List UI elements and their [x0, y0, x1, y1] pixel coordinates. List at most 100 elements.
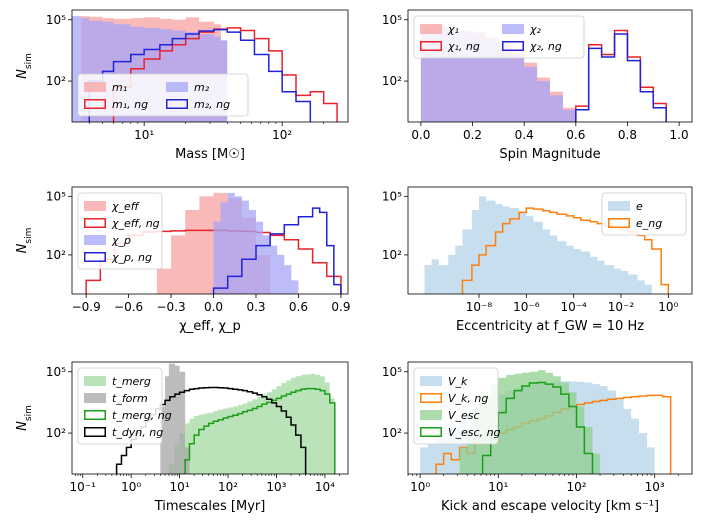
legend-label: χ_p, ng	[111, 251, 152, 264]
legend-label: m₁	[112, 81, 127, 94]
legend-swatch	[502, 24, 524, 34]
legend-swatch	[420, 24, 442, 34]
x-axis-label: Eccentricity at f_GW = 10 Hz	[456, 319, 644, 334]
y-tick-label: 10²	[46, 248, 66, 262]
x-tick-label: 10¹	[170, 480, 190, 494]
plot-area	[85, 192, 342, 294]
legend-label: χ_eff, ng	[111, 217, 160, 230]
x-axis-label: χ_eff, χ_p	[179, 319, 241, 334]
legend-label: V_esc, ng	[448, 426, 501, 439]
x-tick-label: 0.8	[618, 128, 637, 142]
legend-swatch	[420, 376, 442, 386]
series-timescales-0	[168, 373, 335, 474]
legend-swatch	[84, 218, 106, 228]
axes-frame	[407, 186, 693, 295]
x-tick-label: 10⁰	[121, 480, 141, 494]
x-tick-label: 0.2	[463, 128, 482, 142]
legend-swatch	[84, 201, 106, 211]
legend-swatch	[84, 99, 106, 109]
y-axis-label: Nsim	[15, 228, 34, 254]
x-axis-label: Mass [M☉]	[175, 147, 245, 162]
x-tick-label: 10⁴	[315, 480, 335, 494]
legend-swatch	[84, 82, 106, 92]
series-spin-3	[575, 33, 667, 122]
legend-swatch	[502, 41, 524, 51]
legend-swatch	[166, 82, 188, 92]
plot-area	[115, 363, 336, 474]
legend-label: m₁, ng	[112, 98, 148, 111]
y-tick-label: 10²	[46, 74, 66, 88]
x-tick-label: 10⁻⁶	[513, 300, 540, 314]
legend-swatch	[420, 410, 442, 420]
x-tick-label: 10⁻⁴	[560, 300, 587, 314]
legend: χ₁ χ₂ χ₁, ng χ₂, ng	[413, 15, 585, 59]
legend: χ_eff χ_eff, ng χ_p χ_p, ng	[77, 192, 163, 270]
legend-swatch	[84, 393, 106, 403]
chart-panel-kick: 10⁰ 10¹ 10² 10³ 10² 10⁵ Kick and escape veloci…	[382, 361, 693, 514]
legend-label: t_merg	[112, 375, 151, 388]
x-axis-label: Kick and escape velocity [km s⁻¹]	[441, 499, 659, 514]
axes-frame	[71, 186, 349, 295]
x-tick-label: −0.9	[72, 300, 101, 314]
legend-swatch	[84, 235, 106, 245]
legend-label: χ_eff	[111, 200, 140, 213]
x-tick-label: 10¹	[134, 128, 154, 142]
x-tick-label: 10²	[566, 480, 586, 494]
series-eccentricity-0	[424, 196, 652, 294]
y-axis-label: Nsim	[15, 53, 34, 79]
legend-swatch	[84, 427, 106, 437]
y-axis-label: Nsim	[15, 405, 34, 431]
series-chi-3	[212, 207, 342, 294]
legend: m₁ m₂ m₁, ng m₂, ng	[77, 73, 249, 117]
legend-label: χ_p	[111, 234, 131, 247]
legend-label: e	[636, 200, 643, 213]
series-mass-2	[112, 27, 338, 122]
x-tick-label: 0.6	[566, 128, 585, 142]
y-tick-label: 10⁵	[382, 365, 402, 379]
x-tick-label: 10⁻⁸	[466, 300, 493, 314]
legend-swatch	[420, 393, 442, 403]
x-tick-label: −0.6	[114, 300, 143, 314]
x-tick-label: 10³	[645, 480, 665, 494]
legend: e e_ng	[601, 192, 687, 236]
x-tick-label: 10²	[272, 128, 292, 142]
series-chi-2	[213, 192, 299, 294]
legend-label: χ₁, ng	[447, 40, 480, 53]
x-tick-label: 10²	[218, 480, 238, 494]
x-tick-label: 0.6	[289, 300, 308, 314]
x-axis-label: Timescales [Myr]	[154, 499, 266, 514]
y-tick-label: 10⁵	[46, 365, 66, 379]
x-tick-label: 10⁻²	[608, 300, 635, 314]
legend-label: t_form	[112, 392, 148, 405]
legend: V_k V_k, ng V_esc V_esc, ng	[413, 367, 501, 445]
legend-swatch	[608, 218, 630, 228]
legend-label: t_merg, ng	[112, 409, 172, 422]
x-tick-label: 10³	[266, 480, 286, 494]
x-tick-label: 0.4	[515, 128, 534, 142]
y-tick-label: 10²	[382, 248, 402, 262]
legend-label: V_k	[448, 375, 468, 388]
legend-swatch	[84, 410, 106, 420]
legend: t_merg t_form t_merg, ng t_dyn, ng	[77, 367, 172, 445]
legend-swatch	[84, 376, 106, 386]
x-tick-label: 10¹	[488, 480, 508, 494]
y-tick-label: 10²	[382, 426, 402, 440]
x-tick-label: 10⁰	[410, 480, 430, 494]
series-timescales-2	[184, 387, 336, 474]
axes-frame	[407, 9, 693, 123]
y-tick-label: 10²	[382, 74, 402, 88]
axes-frame	[407, 361, 693, 475]
legend-swatch	[608, 201, 630, 211]
chart-panel-spin: 0.0 0.2 0.4 0.6 0.8 1.0 10² 10⁵ Spin Magnitude χ₁…	[382, 9, 693, 162]
axes-frame	[71, 361, 349, 475]
legend-label: m₂	[194, 81, 210, 94]
x-tick-label: 0.0	[411, 128, 430, 142]
series-mass-3	[88, 28, 312, 122]
y-tick-label: 10⁵	[46, 189, 66, 203]
x-tick-label: 0.0	[204, 300, 223, 314]
legend-label: e_ng	[636, 217, 662, 230]
x-tick-label: 0.3	[246, 300, 265, 314]
x-tick-label: 10⁰	[658, 300, 678, 314]
legend-box	[77, 367, 163, 445]
